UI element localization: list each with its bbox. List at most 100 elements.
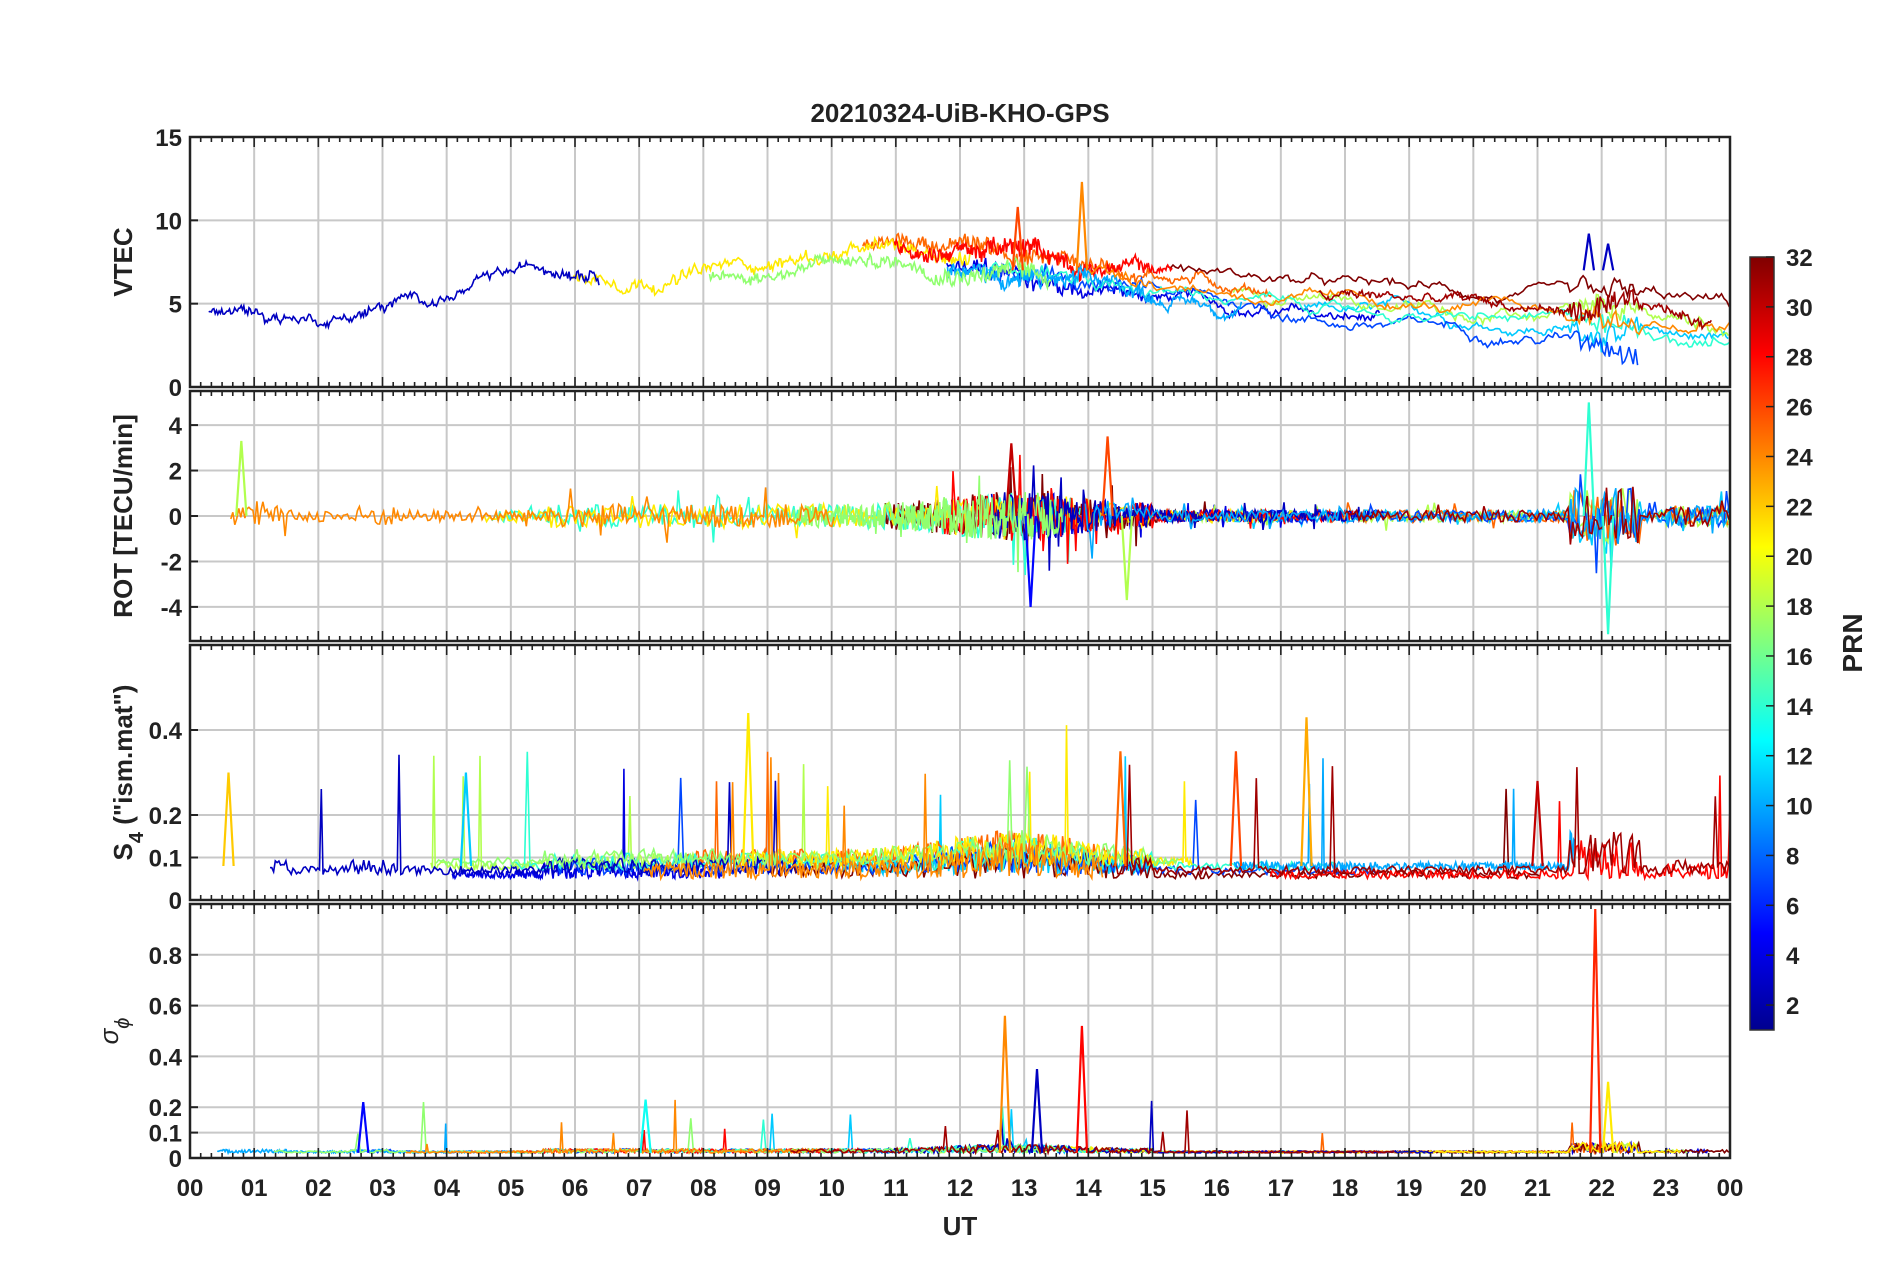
y-tick-label: 0.4	[149, 1044, 183, 1071]
x-tick-label: 23	[1652, 1175, 1679, 1202]
x-tick-label: 15	[1139, 1175, 1166, 1202]
y-axis-label: ROT [TECU/min]	[108, 414, 138, 618]
scintillation-spike	[1011, 206, 1024, 271]
satellite-trace	[748, 725, 1193, 869]
scintillation-spike	[1601, 1081, 1615, 1153]
x-tick-label: 08	[690, 1175, 717, 1202]
x-tick-label: 02	[305, 1175, 332, 1202]
colorbar-tick-label: 20	[1786, 544, 1813, 571]
x-tick-label: 01	[241, 1175, 268, 1202]
satellite-trace	[1318, 288, 1712, 331]
satellite-trace	[987, 261, 1730, 348]
y-axis-label: S4 ("ism.mat")	[108, 685, 148, 861]
y-tick-label: 0.8	[149, 943, 182, 970]
satellite-trace	[1303, 295, 1729, 353]
panel-4-traces	[216, 909, 1730, 1156]
satellite-trace	[405, 1099, 827, 1156]
x-tick-label: 16	[1203, 1175, 1230, 1202]
colorbar-tick-label: 32	[1786, 245, 1813, 272]
y-tick-label: 2	[169, 459, 182, 486]
colorbar-tick-label: 2	[1786, 993, 1799, 1020]
colorbar-tick-label: 10	[1786, 794, 1813, 821]
scintillation-spike	[1024, 515, 1037, 607]
scintillation-spike	[235, 440, 248, 517]
x-tick-label: 21	[1524, 1175, 1551, 1202]
x-tick-label: 22	[1588, 1175, 1615, 1202]
y-tick-label: 4	[169, 413, 183, 440]
colorbar-gradient	[1749, 256, 1775, 1031]
scintillation-spike	[459, 772, 473, 867]
panel-3-frame	[188, 643, 1732, 902]
scintillation-spike	[1582, 233, 1596, 271]
satellite-trace	[230, 487, 835, 543]
scintillation-spike	[1601, 243, 1615, 271]
scintillation-spike	[1589, 909, 1602, 1153]
satellite-trace	[1343, 486, 1730, 545]
y-axis-label: VTEC	[108, 227, 138, 297]
x-axis-label: UT	[943, 1211, 978, 1241]
x-tick-label: 10	[818, 1175, 845, 1202]
colorbar-tick-label: 4	[1786, 943, 1800, 970]
colorbar-tick-label: 14	[1786, 694, 1813, 721]
colorbar-tick-label: 8	[1786, 843, 1799, 870]
satellite-trace	[269, 754, 801, 878]
satellite-trace	[451, 768, 726, 882]
y-tick-label: -2	[161, 549, 182, 576]
panel-4-frame	[188, 902, 1732, 1160]
x-tick-label: 07	[626, 1175, 653, 1202]
scintillation-spike	[222, 772, 235, 867]
x-tick-label: 03	[369, 1175, 396, 1202]
scintillation-spike	[1030, 1069, 1044, 1153]
satellite-trace	[791, 475, 1063, 573]
colorbar-tick-label: 18	[1786, 594, 1813, 621]
x-tick-label: 06	[562, 1175, 589, 1202]
y-tick-label: 15	[155, 125, 182, 152]
satellite-trace	[1269, 775, 1730, 882]
x-tick-label: 00	[1717, 1175, 1744, 1202]
panel-2-frame	[188, 389, 1732, 643]
scintillation-spike	[639, 1099, 652, 1154]
colorbar-tick-label: 26	[1786, 395, 1813, 422]
y-tick-label: 5	[169, 292, 182, 319]
x-tick-label: 13	[1011, 1175, 1038, 1202]
satellite-trace	[893, 236, 1173, 283]
y-tick-label: 0	[169, 888, 182, 915]
satellite-trace	[208, 258, 600, 331]
x-tick-label: 05	[497, 1175, 524, 1202]
scintillation-spike	[1229, 751, 1243, 867]
scintillation-spike	[742, 712, 755, 867]
satellite-trace	[1167, 263, 1730, 308]
x-tick-label: 20	[1460, 1175, 1487, 1202]
satellite-trace	[1088, 264, 1730, 336]
satellite-trace	[942, 454, 1354, 564]
satellite-trace	[1232, 287, 1730, 338]
x-tick-label: 17	[1267, 1175, 1294, 1202]
scintillation-spike	[1075, 181, 1089, 271]
y-tick-label: 0.2	[149, 1095, 182, 1122]
satellite-trace	[790, 1110, 1395, 1156]
chart-title: 20210324-UiB-KHO-GPS	[810, 98, 1109, 128]
colorbar-tick-label: 24	[1786, 444, 1813, 471]
x-tick-label: 12	[947, 1175, 974, 1202]
colorbar-tick-label: 6	[1786, 893, 1799, 920]
y-tick-label: 0	[169, 375, 182, 402]
scintillation-spike	[998, 1015, 1012, 1153]
y-tick-label: 0	[169, 1146, 182, 1173]
scintillation-spike	[1075, 1025, 1089, 1153]
y-tick-label: 0.6	[149, 994, 182, 1021]
y-tick-label: 0	[169, 504, 182, 531]
x-tick-label: 18	[1332, 1175, 1359, 1202]
panel-2-traces	[230, 402, 1730, 635]
scintillation-spike	[1582, 402, 1596, 517]
scintillation-spike	[1114, 751, 1127, 867]
y-tick-label: 0.4	[149, 718, 183, 745]
satellite-trace	[643, 757, 1104, 882]
satellite-trace	[1112, 764, 1730, 877]
colorbar-tick-label: 30	[1786, 295, 1813, 322]
scintillation-spike	[1601, 515, 1615, 635]
colorbar-tick-label: 22	[1786, 494, 1813, 521]
